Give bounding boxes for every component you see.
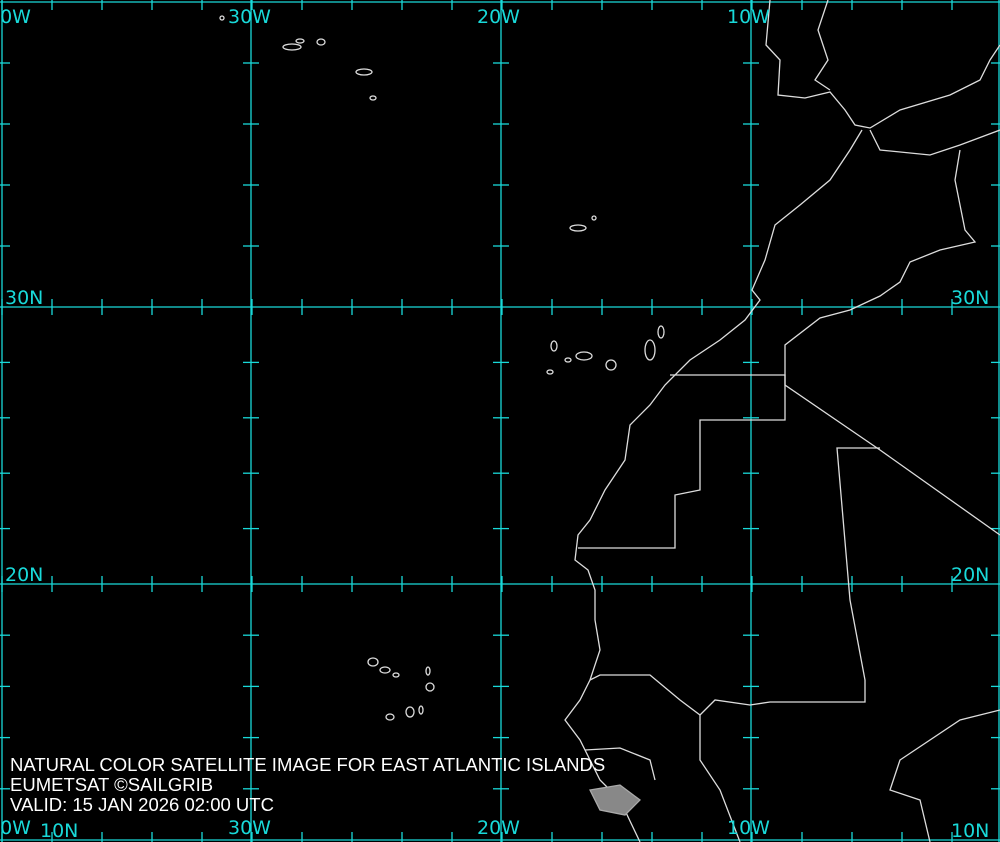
east-border [889, 709, 1000, 842]
bijagos-islands [589, 784, 641, 816]
western-sahara-border [578, 374, 786, 549]
azores [219, 15, 377, 101]
valid-time: VALID: 15 JAN 2026 02:00 UTC [10, 794, 274, 815]
bottom-label-20w: 20W [477, 817, 520, 839]
bottom-label-10w: 10W [727, 817, 770, 839]
right-label-10n: 10N [951, 820, 990, 842]
mali-border [589, 447, 880, 716]
iberia-coast [765, 0, 1000, 129]
africa-west-coast [564, 129, 863, 842]
gambia-border [584, 747, 656, 781]
top-label-40w: 40W [0, 6, 31, 28]
guinea-border [699, 715, 741, 842]
bottom-label-30w: 30W [228, 817, 271, 839]
morocco-algeria-border [784, 149, 1000, 536]
right-label-30n: 30N [951, 287, 990, 309]
right-label-20n: 20N [951, 564, 990, 586]
left-label-30n: 30N [5, 287, 44, 309]
map-title: NATURAL COLOR SATELLITE IMAGE FOR EAST A… [10, 754, 606, 775]
mediterranean-coast [869, 129, 1000, 156]
left-label-20n: 20N [5, 564, 44, 586]
top-label-10w: 10W [727, 6, 770, 28]
left-label-10n: 10N [40, 820, 79, 842]
coastlines [219, 0, 1000, 842]
cape-verde [367, 657, 435, 721]
canary-islands [546, 325, 665, 375]
map-credit: EUMETSAT ©SAILGRIB [10, 774, 214, 795]
madeira [569, 215, 597, 232]
top-label-30w: 30W [228, 6, 271, 28]
bottom-label-40w: 40W [0, 817, 31, 839]
portugal-border [814, 0, 831, 91]
top-label-20w: 20W [477, 6, 520, 28]
